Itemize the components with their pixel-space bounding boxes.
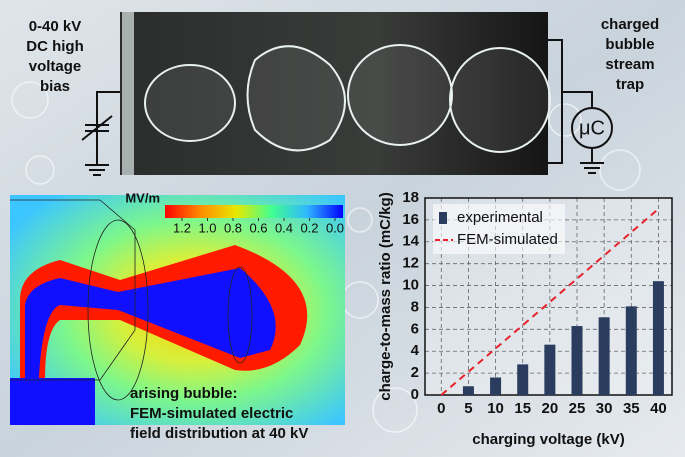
x-tick-label: 40 [650, 400, 667, 417]
x-tick-label: 0 [437, 400, 445, 417]
source-label: 0-40 kV DC high voltage bias [26, 18, 84, 95]
caption-line: FEM-simulated electric [130, 405, 293, 422]
meter-label: μC [579, 117, 605, 139]
caption-line: arising bubble: [130, 385, 238, 402]
y-tick-label: 12 [402, 255, 419, 272]
caption-line: field distribution at 40 kV [130, 425, 308, 442]
legend-label: experimental [457, 209, 543, 226]
y-tick-label: 8 [411, 298, 419, 315]
legend-box [433, 204, 565, 254]
y-tick-label: 16 [402, 211, 419, 228]
source-label-line: DC high [26, 38, 84, 55]
colorbar-tick-label: 0.8 [224, 220, 242, 235]
x-tick-label: 30 [596, 400, 613, 417]
x-tick-label: 35 [623, 400, 640, 417]
colorbar-tick-label: 0.4 [275, 220, 293, 235]
fem-caption: arising bubble: FEM-simulated electric fie… [130, 385, 308, 442]
bar [625, 306, 637, 395]
colorbar-tick-label: 1.0 [198, 220, 216, 235]
x-tick-label: 5 [464, 400, 472, 417]
trap-label-line: trap [616, 76, 644, 93]
y-tick-label: 2 [411, 364, 419, 381]
bar [598, 317, 610, 395]
bar [490, 377, 502, 395]
y-tick-label: 0 [411, 386, 419, 403]
bar [571, 326, 583, 395]
bar-chart: 0 2 4 6 8 10 12 14 16 18 0 5 10 15 20 25 30 35 40 experimen… [377, 189, 673, 448]
trap-label: charged bubble stream trap [601, 16, 659, 93]
source-label-line: voltage [29, 58, 82, 75]
colorbar-ticks: 1.2 1.0 0.8 0.6 0.4 0.2 0.0 [173, 218, 344, 235]
colorbar-tick-label: 0.6 [249, 220, 267, 235]
x-tick-label: 20 [542, 400, 559, 417]
fem-shapes [10, 199, 308, 425]
colorbar-tick-label: 1.2 [173, 220, 191, 235]
legend-label: FEM-simulated [457, 231, 558, 248]
y-axis-label: charge-to-mass ratio (mC/kg) [377, 192, 394, 400]
source-label-line: bias [40, 78, 70, 95]
electrode [122, 12, 134, 175]
colorbar [165, 205, 343, 218]
trap-label-line: charged [601, 16, 659, 33]
x-axis-label: charging voltage (kV) [472, 431, 625, 448]
bar [652, 281, 664, 395]
y-tick-label: 18 [402, 189, 419, 206]
trap-label-line: bubble [605, 36, 654, 53]
bubble-photo [120, 12, 548, 175]
trap-label-line: stream [605, 56, 654, 73]
y-tick-label: 10 [402, 277, 419, 294]
colorbar-label: MV/m [125, 190, 160, 205]
x-tick-label: 10 [487, 400, 504, 417]
source-label-line: 0-40 kV [29, 18, 82, 35]
x-tick-label: 15 [514, 400, 531, 417]
y-tick-label: 6 [411, 320, 419, 337]
bar [462, 386, 474, 395]
bar [544, 344, 556, 395]
y-tick-label: 4 [411, 342, 420, 359]
photo-bubbles [144, 44, 551, 153]
colorbar-tick-label: 0.2 [300, 220, 318, 235]
x-tick-label: 25 [569, 400, 586, 417]
colorbar-tick-label: 0.0 [326, 220, 344, 235]
bar [517, 364, 529, 395]
legend-swatch [439, 212, 447, 224]
y-tick-label: 14 [402, 233, 419, 250]
circuit [81, 39, 613, 176]
